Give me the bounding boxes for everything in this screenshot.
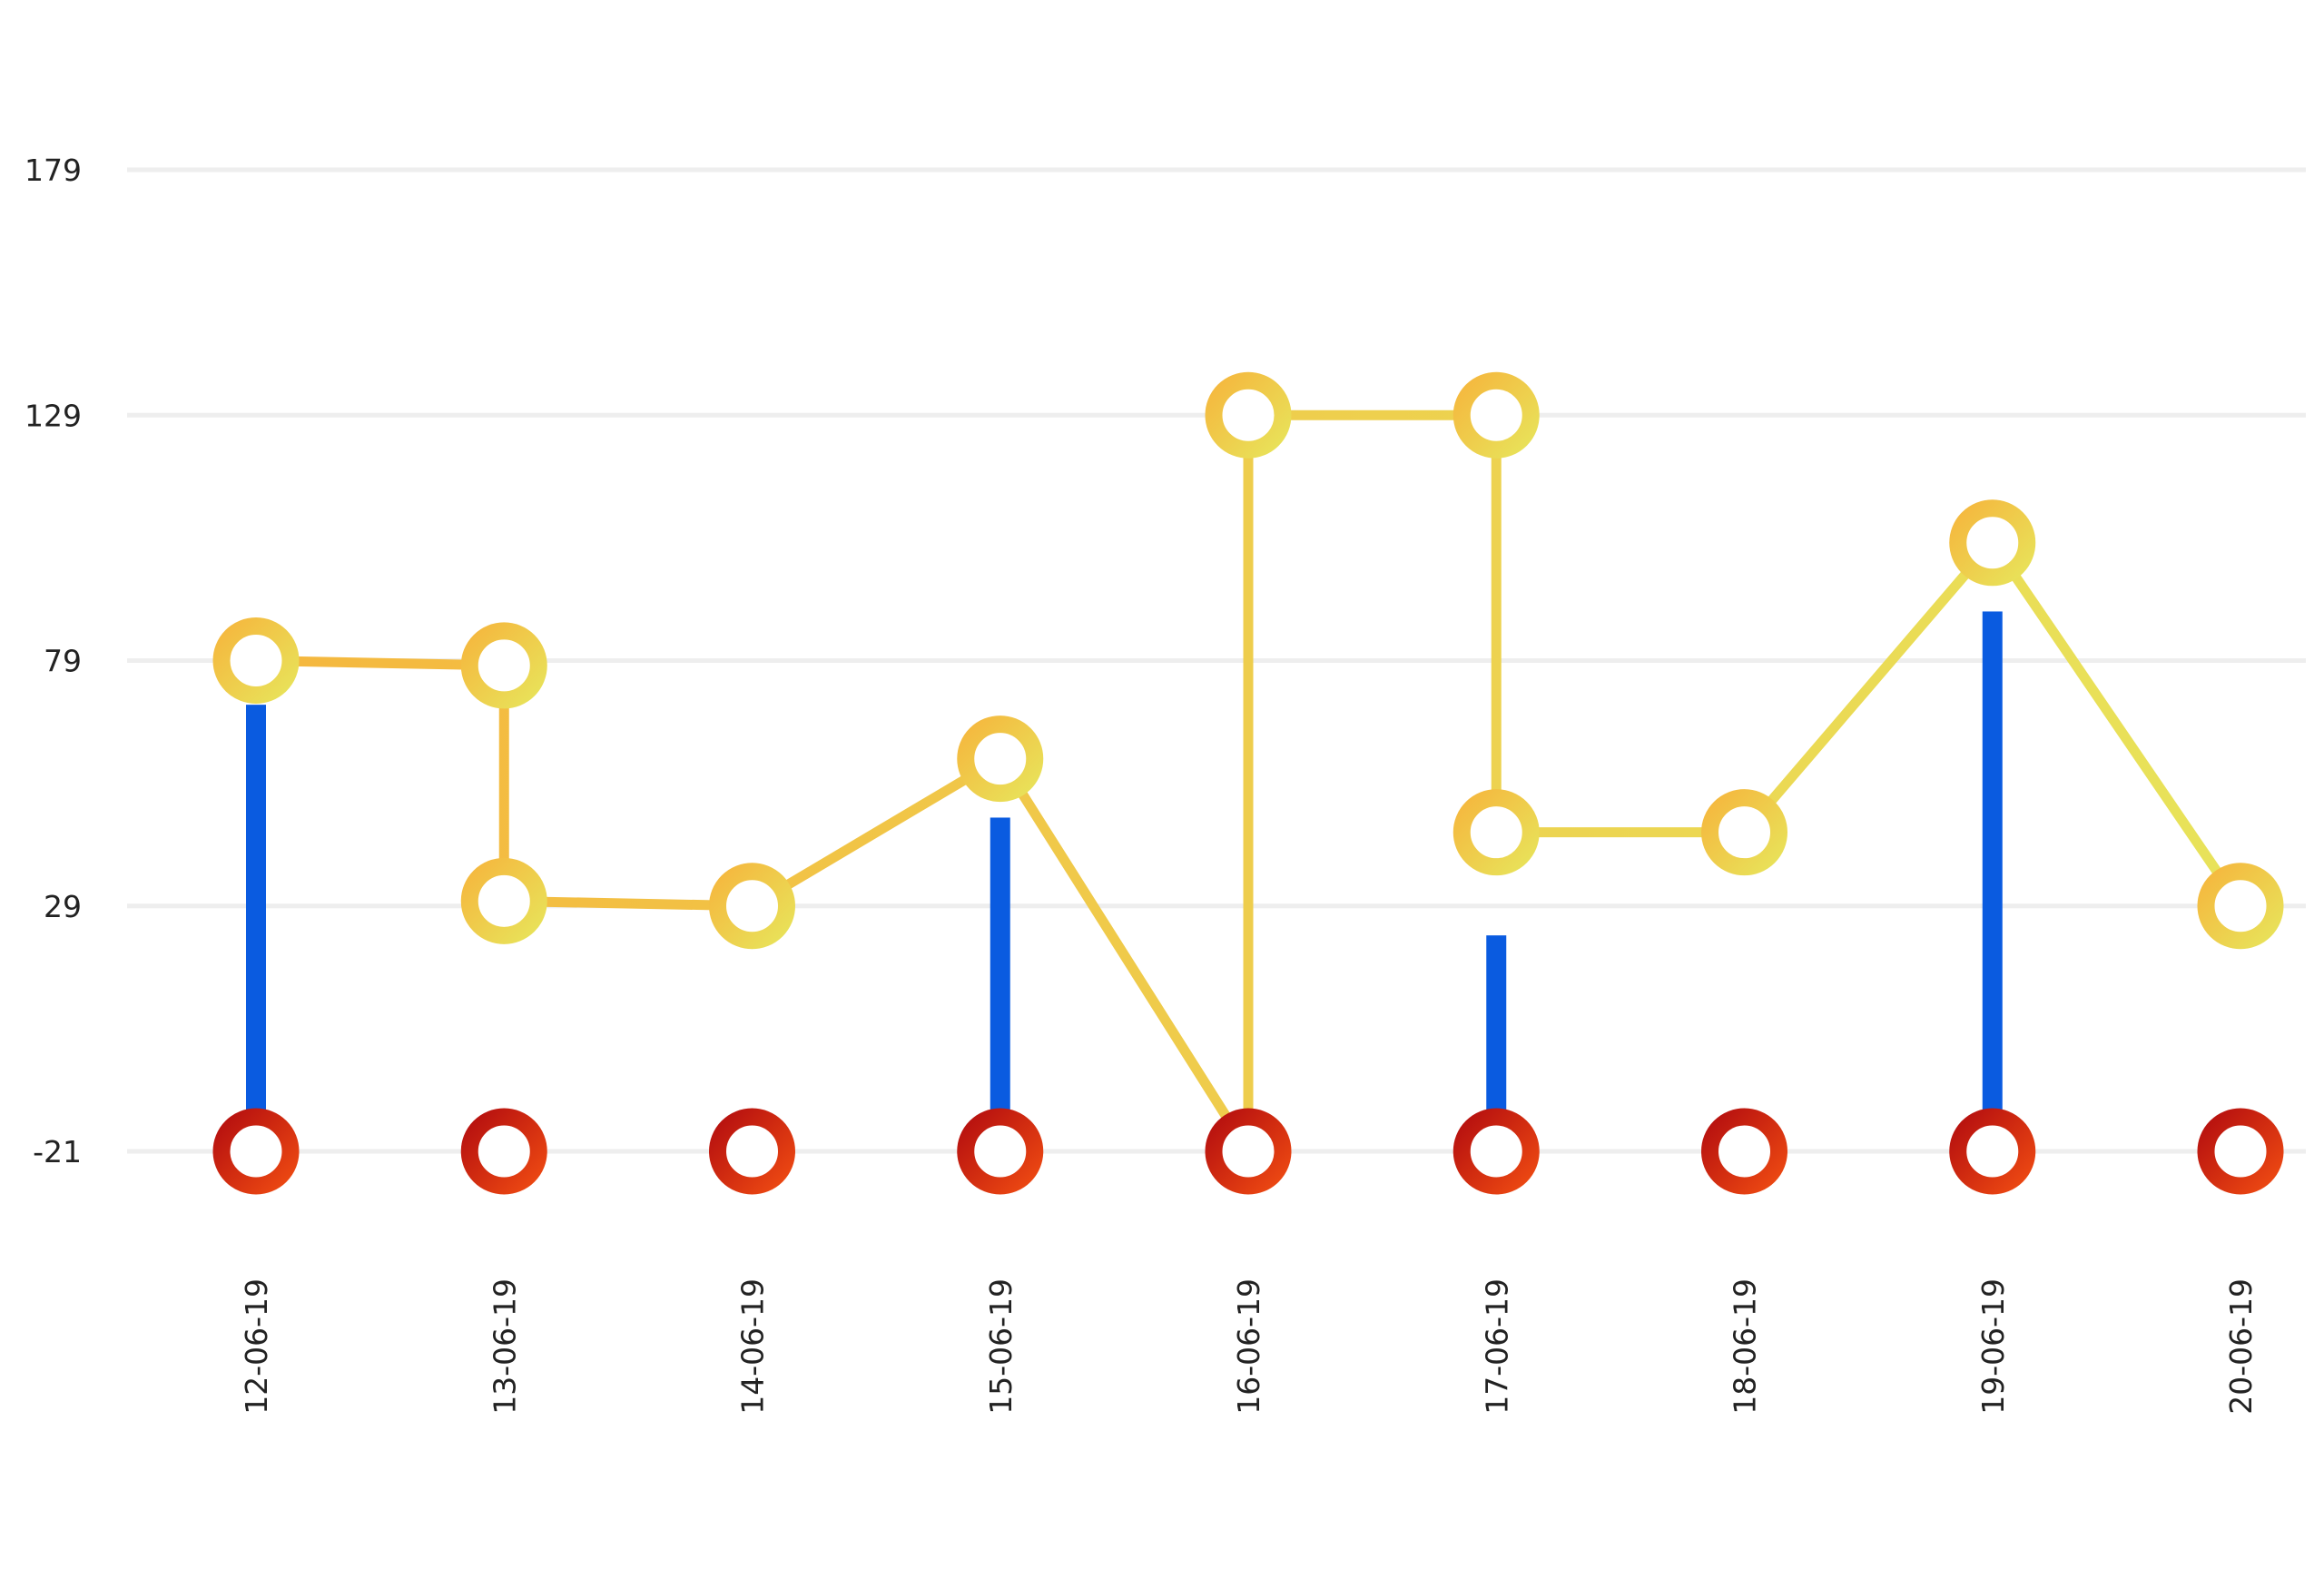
x-tick-label: 12-06-19 [239, 1278, 274, 1415]
marker-series [212, 371, 2284, 1195]
y-tick-label: 79 [44, 644, 82, 679]
y-tick-label: 29 [44, 889, 82, 924]
point-marker-red [1949, 1108, 2036, 1195]
point-marker-yellow [1949, 499, 2036, 587]
y-axis: 179 129 79 29 -21 [25, 153, 82, 1169]
point-marker-red [460, 1108, 547, 1195]
point-marker-red [212, 1108, 300, 1195]
bar [246, 705, 266, 1151]
y-tick-label: -21 [33, 1134, 82, 1169]
point-marker-yellow [709, 863, 795, 950]
bar-series [246, 611, 2003, 1151]
x-tick-label: 15-06-19 [983, 1278, 1019, 1415]
x-tick-label: 20-06-19 [2223, 1278, 2259, 1415]
bar [990, 817, 1010, 1151]
x-axis: 12-06-19 13-06-19 14-06-19 15-06-19 16-06-19… [239, 1278, 2259, 1415]
x-tick-label: 13-06-19 [487, 1278, 522, 1415]
point-marker-yellow [460, 857, 547, 944]
point-marker-yellow [2197, 863, 2284, 950]
point-marker-yellow [460, 622, 547, 709]
x-tick-label: 16-06-19 [1231, 1278, 1266, 1415]
bar [1982, 611, 2003, 1151]
point-marker-red [1701, 1108, 1787, 1195]
point-marker-red [2197, 1108, 2284, 1195]
bar [1486, 935, 1507, 1151]
point-marker-yellow [1701, 789, 1787, 876]
point-marker-yellow [957, 715, 1044, 803]
point-marker-yellow [1452, 371, 1540, 459]
x-tick-label: 14-06-19 [735, 1278, 771, 1415]
point-marker-yellow [1452, 789, 1540, 876]
x-tick-label: 19-06-19 [1975, 1278, 2011, 1415]
point-marker-yellow [212, 617, 300, 704]
line-series [251, 410, 2246, 1157]
point-marker-red [957, 1108, 1044, 1195]
series-line-yellow [251, 410, 2246, 1157]
point-marker-red [709, 1108, 795, 1195]
x-tick-label: 17-06-19 [1479, 1278, 1514, 1415]
point-marker-red [1452, 1108, 1540, 1195]
x-tick-label: 18-06-19 [1728, 1278, 1763, 1415]
point-marker-red [1205, 1108, 1292, 1195]
y-tick-label: 129 [25, 398, 82, 433]
point-marker-yellow [1205, 371, 1292, 459]
y-tick-label: 179 [25, 153, 82, 188]
